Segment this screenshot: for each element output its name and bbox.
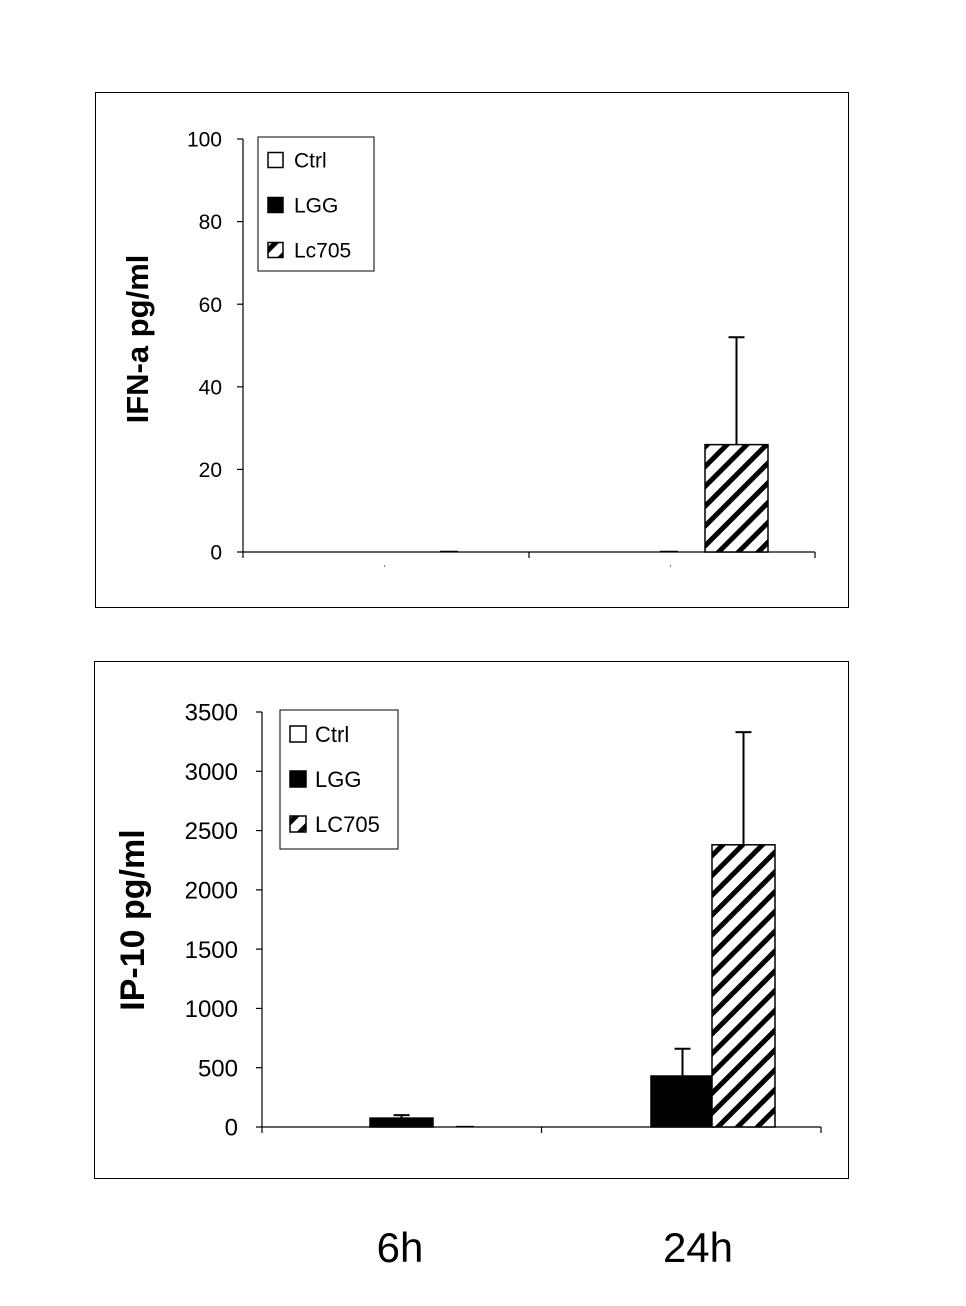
y-tick-label: 40 — [199, 376, 222, 399]
y-tick-label: 80 — [199, 211, 222, 234]
legend-swatch — [268, 153, 283, 168]
bar-lgg — [651, 1076, 714, 1127]
y-tick-label: 60 — [199, 294, 222, 317]
y-tick-label: 2500 — [185, 818, 238, 845]
legend-swatch — [290, 771, 306, 787]
y-tick-label: 20 — [199, 459, 222, 482]
y-tick-label: 500 — [198, 1055, 238, 1082]
legend-swatch — [268, 198, 283, 213]
bar-lc705 — [712, 845, 775, 1127]
legend-label: LGG — [315, 767, 361, 792]
legend-label: Lc705 — [294, 240, 351, 263]
y-tick-label: 0 — [225, 1115, 238, 1142]
legend-label: Ctrl — [315, 722, 349, 747]
legend-swatch — [268, 243, 283, 258]
x-category-label: 6h — [320, 1224, 480, 1272]
legend-swatch — [290, 726, 306, 742]
y-tick-label: 1500 — [185, 937, 238, 964]
y-tick-label: 3500 — [185, 700, 238, 727]
y-tick-label: 100 — [187, 129, 222, 152]
bar-lgg — [370, 1118, 433, 1127]
legend-label: Ctrl — [294, 150, 327, 173]
y-tick-label: 1000 — [185, 996, 238, 1023]
legend-label: LC705 — [315, 812, 380, 837]
y-tick-label: 2000 — [185, 877, 238, 904]
y-tick-label: 3000 — [185, 759, 238, 786]
legend-label: LGG — [294, 195, 338, 218]
legend-swatch — [290, 816, 306, 832]
x-category-label: 24h — [618, 1224, 778, 1272]
y-tick-label: 0 — [210, 542, 222, 565]
bar-lc705 — [705, 445, 768, 552]
